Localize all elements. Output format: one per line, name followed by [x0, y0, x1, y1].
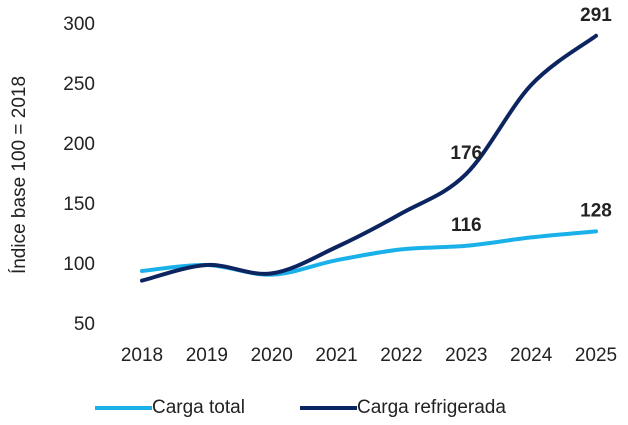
x-tick-label: 2022	[380, 345, 422, 366]
y-tick-label: 250	[63, 74, 95, 95]
x-tick-label: 2023	[445, 345, 487, 366]
x-tick-label: 2018	[121, 345, 163, 366]
y-tick-label: 50	[74, 314, 95, 335]
data-label: 176	[450, 143, 482, 164]
x-tick-label: 2019	[186, 345, 228, 366]
data-label: 128	[580, 200, 612, 221]
y-tick-label: 200	[63, 134, 95, 155]
y-tick-label: 300	[63, 14, 95, 35]
x-tick-label: 2025	[575, 345, 617, 366]
y-tick-label: 100	[63, 254, 95, 275]
line	[140, 229, 598, 277]
data-label: 116	[451, 215, 482, 236]
line	[140, 33, 598, 283]
data-label: 291	[580, 5, 612, 26]
x-tick-label: 2020	[251, 345, 293, 366]
x-tick-label: 2021	[315, 345, 357, 366]
y-tick-label: 150	[63, 194, 95, 215]
legend-label: Carga refrigerada	[357, 397, 506, 418]
y-axis-title: Índice base 100 = 2018	[9, 76, 30, 274]
legend-label: Carga total	[152, 397, 245, 418]
x-tick-label: 2024	[510, 345, 553, 366]
